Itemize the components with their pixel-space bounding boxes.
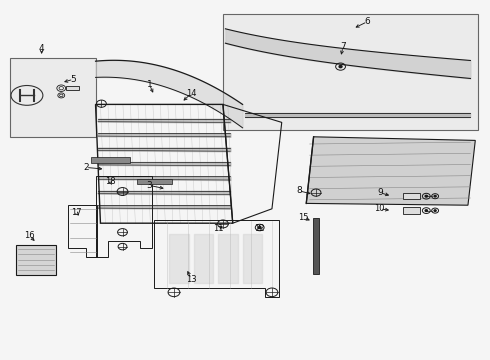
Circle shape bbox=[339, 66, 342, 68]
Text: 17: 17 bbox=[71, 208, 81, 217]
Text: 6: 6 bbox=[365, 17, 370, 26]
Bar bbox=[91, 157, 130, 163]
Bar bbox=[403, 207, 420, 214]
Text: 7: 7 bbox=[340, 42, 346, 51]
Circle shape bbox=[258, 226, 261, 229]
Text: 2: 2 bbox=[83, 163, 89, 172]
Text: 15: 15 bbox=[298, 213, 309, 222]
Bar bbox=[137, 179, 172, 184]
Text: 8: 8 bbox=[296, 186, 302, 195]
Text: 13: 13 bbox=[186, 275, 196, 284]
Bar bbox=[16, 245, 56, 275]
Text: 5: 5 bbox=[71, 75, 76, 84]
Text: 3: 3 bbox=[147, 181, 152, 190]
Text: 9: 9 bbox=[377, 188, 383, 197]
Bar bbox=[10, 58, 96, 137]
Text: 18: 18 bbox=[105, 177, 116, 186]
Bar bbox=[223, 14, 478, 130]
Circle shape bbox=[434, 210, 436, 211]
Bar bbox=[66, 86, 78, 90]
Text: 12: 12 bbox=[254, 224, 265, 233]
Text: 16: 16 bbox=[24, 231, 35, 240]
Polygon shape bbox=[306, 137, 475, 205]
Text: 4: 4 bbox=[39, 44, 45, 53]
Text: 1: 1 bbox=[147, 80, 152, 89]
Text: 10: 10 bbox=[374, 204, 385, 213]
Circle shape bbox=[434, 195, 436, 197]
Bar bbox=[403, 193, 420, 199]
Text: 14: 14 bbox=[186, 89, 196, 98]
Bar bbox=[313, 218, 319, 274]
Circle shape bbox=[425, 210, 427, 211]
Circle shape bbox=[425, 195, 427, 197]
Text: 11: 11 bbox=[213, 224, 223, 233]
